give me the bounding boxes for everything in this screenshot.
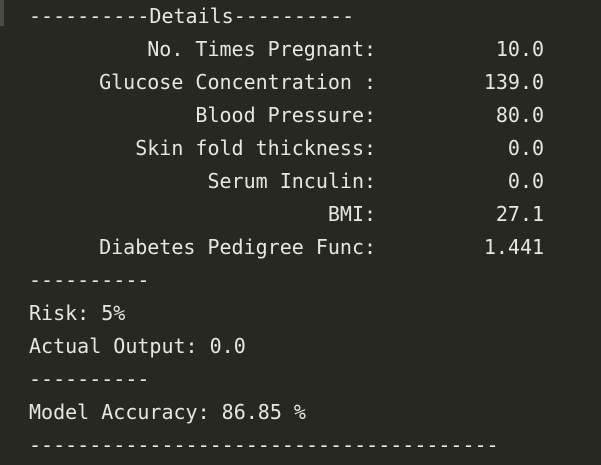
separator-line: ---------- xyxy=(29,367,150,391)
separator-line: ---------- xyxy=(29,268,150,292)
detail-separator: : xyxy=(364,37,377,61)
detail-value: 0.0 xyxy=(507,136,545,160)
footer-rule: --------------------------------------- xyxy=(29,433,499,457)
detail-label: Diabetes Pedigree Func xyxy=(99,235,364,259)
actual-output: Actual Output: 0.0 xyxy=(29,334,246,358)
details-header: ----------Details---------- xyxy=(29,4,355,28)
detail-label: BMI xyxy=(327,202,364,226)
detail-row-serum-insulin: Serum Inculin: 0.0 xyxy=(29,165,544,198)
detail-label: Skin fold thickness xyxy=(135,136,364,160)
detail-value: 0.0 xyxy=(507,169,545,193)
detail-label: Blood Pressure xyxy=(195,103,364,127)
risk-output: Risk: 5% xyxy=(29,301,126,325)
scroll-marker xyxy=(0,0,4,26)
detail-label: No. Times Pregnant xyxy=(147,37,364,61)
detail-row-pedigree: Diabetes Pedigree Func: 1.441 xyxy=(29,231,544,264)
detail-row-bmi: BMI: 27.1 xyxy=(29,198,544,231)
detail-separator: : xyxy=(364,235,377,259)
detail-row-blood-pressure: Blood Pressure: 80.0 xyxy=(29,99,544,132)
detail-label: Serum Inculin xyxy=(207,169,364,193)
detail-label: Glucose Concentration xyxy=(99,70,364,94)
detail-separator: : xyxy=(364,202,377,226)
detail-row-glucose: Glucose Concentration : 139.0 xyxy=(29,66,544,99)
detail-row-pregnancies: No. Times Pregnant: 10.0 xyxy=(29,33,544,66)
detail-value: 27.1 xyxy=(495,202,545,226)
detail-row-skin-fold: Skin fold thickness: 0.0 xyxy=(29,132,544,165)
detail-value: 139.0 xyxy=(483,70,545,94)
detail-value: 80.0 xyxy=(495,103,545,127)
model-accuracy-output: Model Accuracy: 86.85 % xyxy=(29,400,306,424)
detail-separator: : xyxy=(364,70,377,94)
detail-value: 10.0 xyxy=(495,37,545,61)
detail-separator: : xyxy=(364,136,377,160)
detail-value: 1.441 xyxy=(483,235,545,259)
detail-separator: : xyxy=(364,169,377,193)
detail-separator: : xyxy=(364,103,377,127)
